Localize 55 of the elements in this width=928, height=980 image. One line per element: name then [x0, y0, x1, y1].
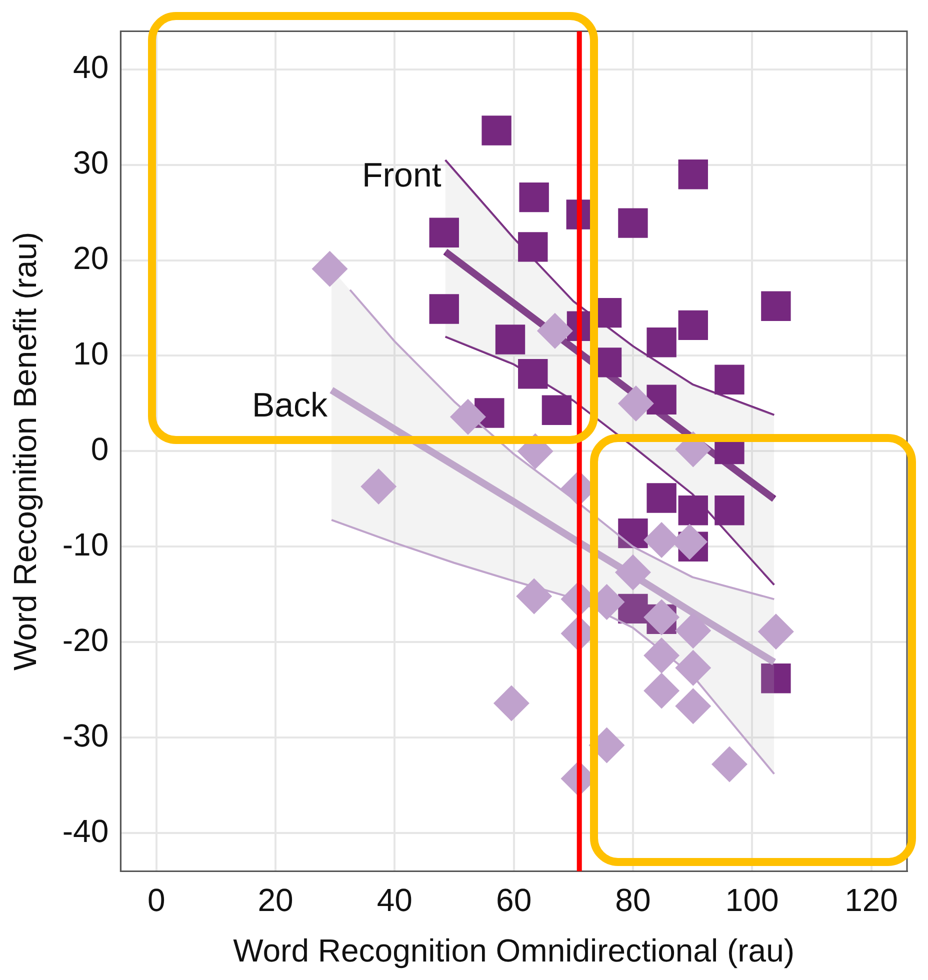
point [711, 746, 748, 782]
point [714, 364, 744, 394]
point [646, 328, 676, 358]
point [429, 218, 459, 248]
point [644, 599, 680, 636]
y-tick-label: 30 [73, 144, 109, 181]
annotation: Back [252, 386, 329, 424]
y-tick-label: 20 [73, 240, 109, 276]
point [360, 468, 397, 505]
point [644, 637, 680, 674]
point [761, 291, 791, 321]
point [519, 182, 549, 212]
y-axis-title: Word Recognition Benefit (rau) [7, 232, 44, 671]
point [536, 312, 573, 349]
y-tick-label: -10 [62, 526, 109, 562]
y-tick-label: 0 [90, 431, 109, 468]
point [429, 294, 459, 324]
x-tick-label: 120 [844, 882, 898, 918]
point [646, 384, 676, 415]
y-tick-label: -30 [62, 717, 109, 754]
y-tick-label: -20 [62, 622, 109, 658]
point [675, 688, 712, 724]
point [516, 578, 552, 614]
point [761, 664, 791, 694]
point [618, 208, 648, 238]
point [714, 496, 744, 526]
x-tick-label: 80 [615, 882, 651, 918]
x-tick-label: 60 [496, 882, 532, 918]
point [618, 518, 648, 548]
point [618, 385, 654, 422]
point [493, 685, 530, 722]
y-tick-label: 40 [73, 49, 109, 86]
point [646, 483, 676, 513]
x-tick-label: 20 [258, 882, 294, 918]
point [678, 160, 708, 190]
point [758, 614, 794, 650]
annotation: Front [362, 156, 442, 194]
point [518, 359, 548, 389]
point [312, 250, 348, 287]
point [482, 116, 512, 146]
x-tick-label: 40 [376, 882, 412, 918]
point [518, 232, 548, 262]
y-tick-label: 10 [73, 336, 109, 372]
x-axis-title: Word Recognition Omnidirectional (rau) [233, 932, 795, 969]
point [644, 672, 680, 709]
point [678, 310, 708, 340]
point [614, 554, 651, 590]
point [542, 395, 572, 426]
x-tick-label: 100 [725, 882, 779, 918]
point [678, 496, 708, 526]
y-tick-label: -40 [62, 812, 109, 849]
point [495, 324, 526, 354]
point [675, 650, 712, 686]
x-tick-label: 0 [147, 882, 166, 918]
point [450, 398, 486, 435]
